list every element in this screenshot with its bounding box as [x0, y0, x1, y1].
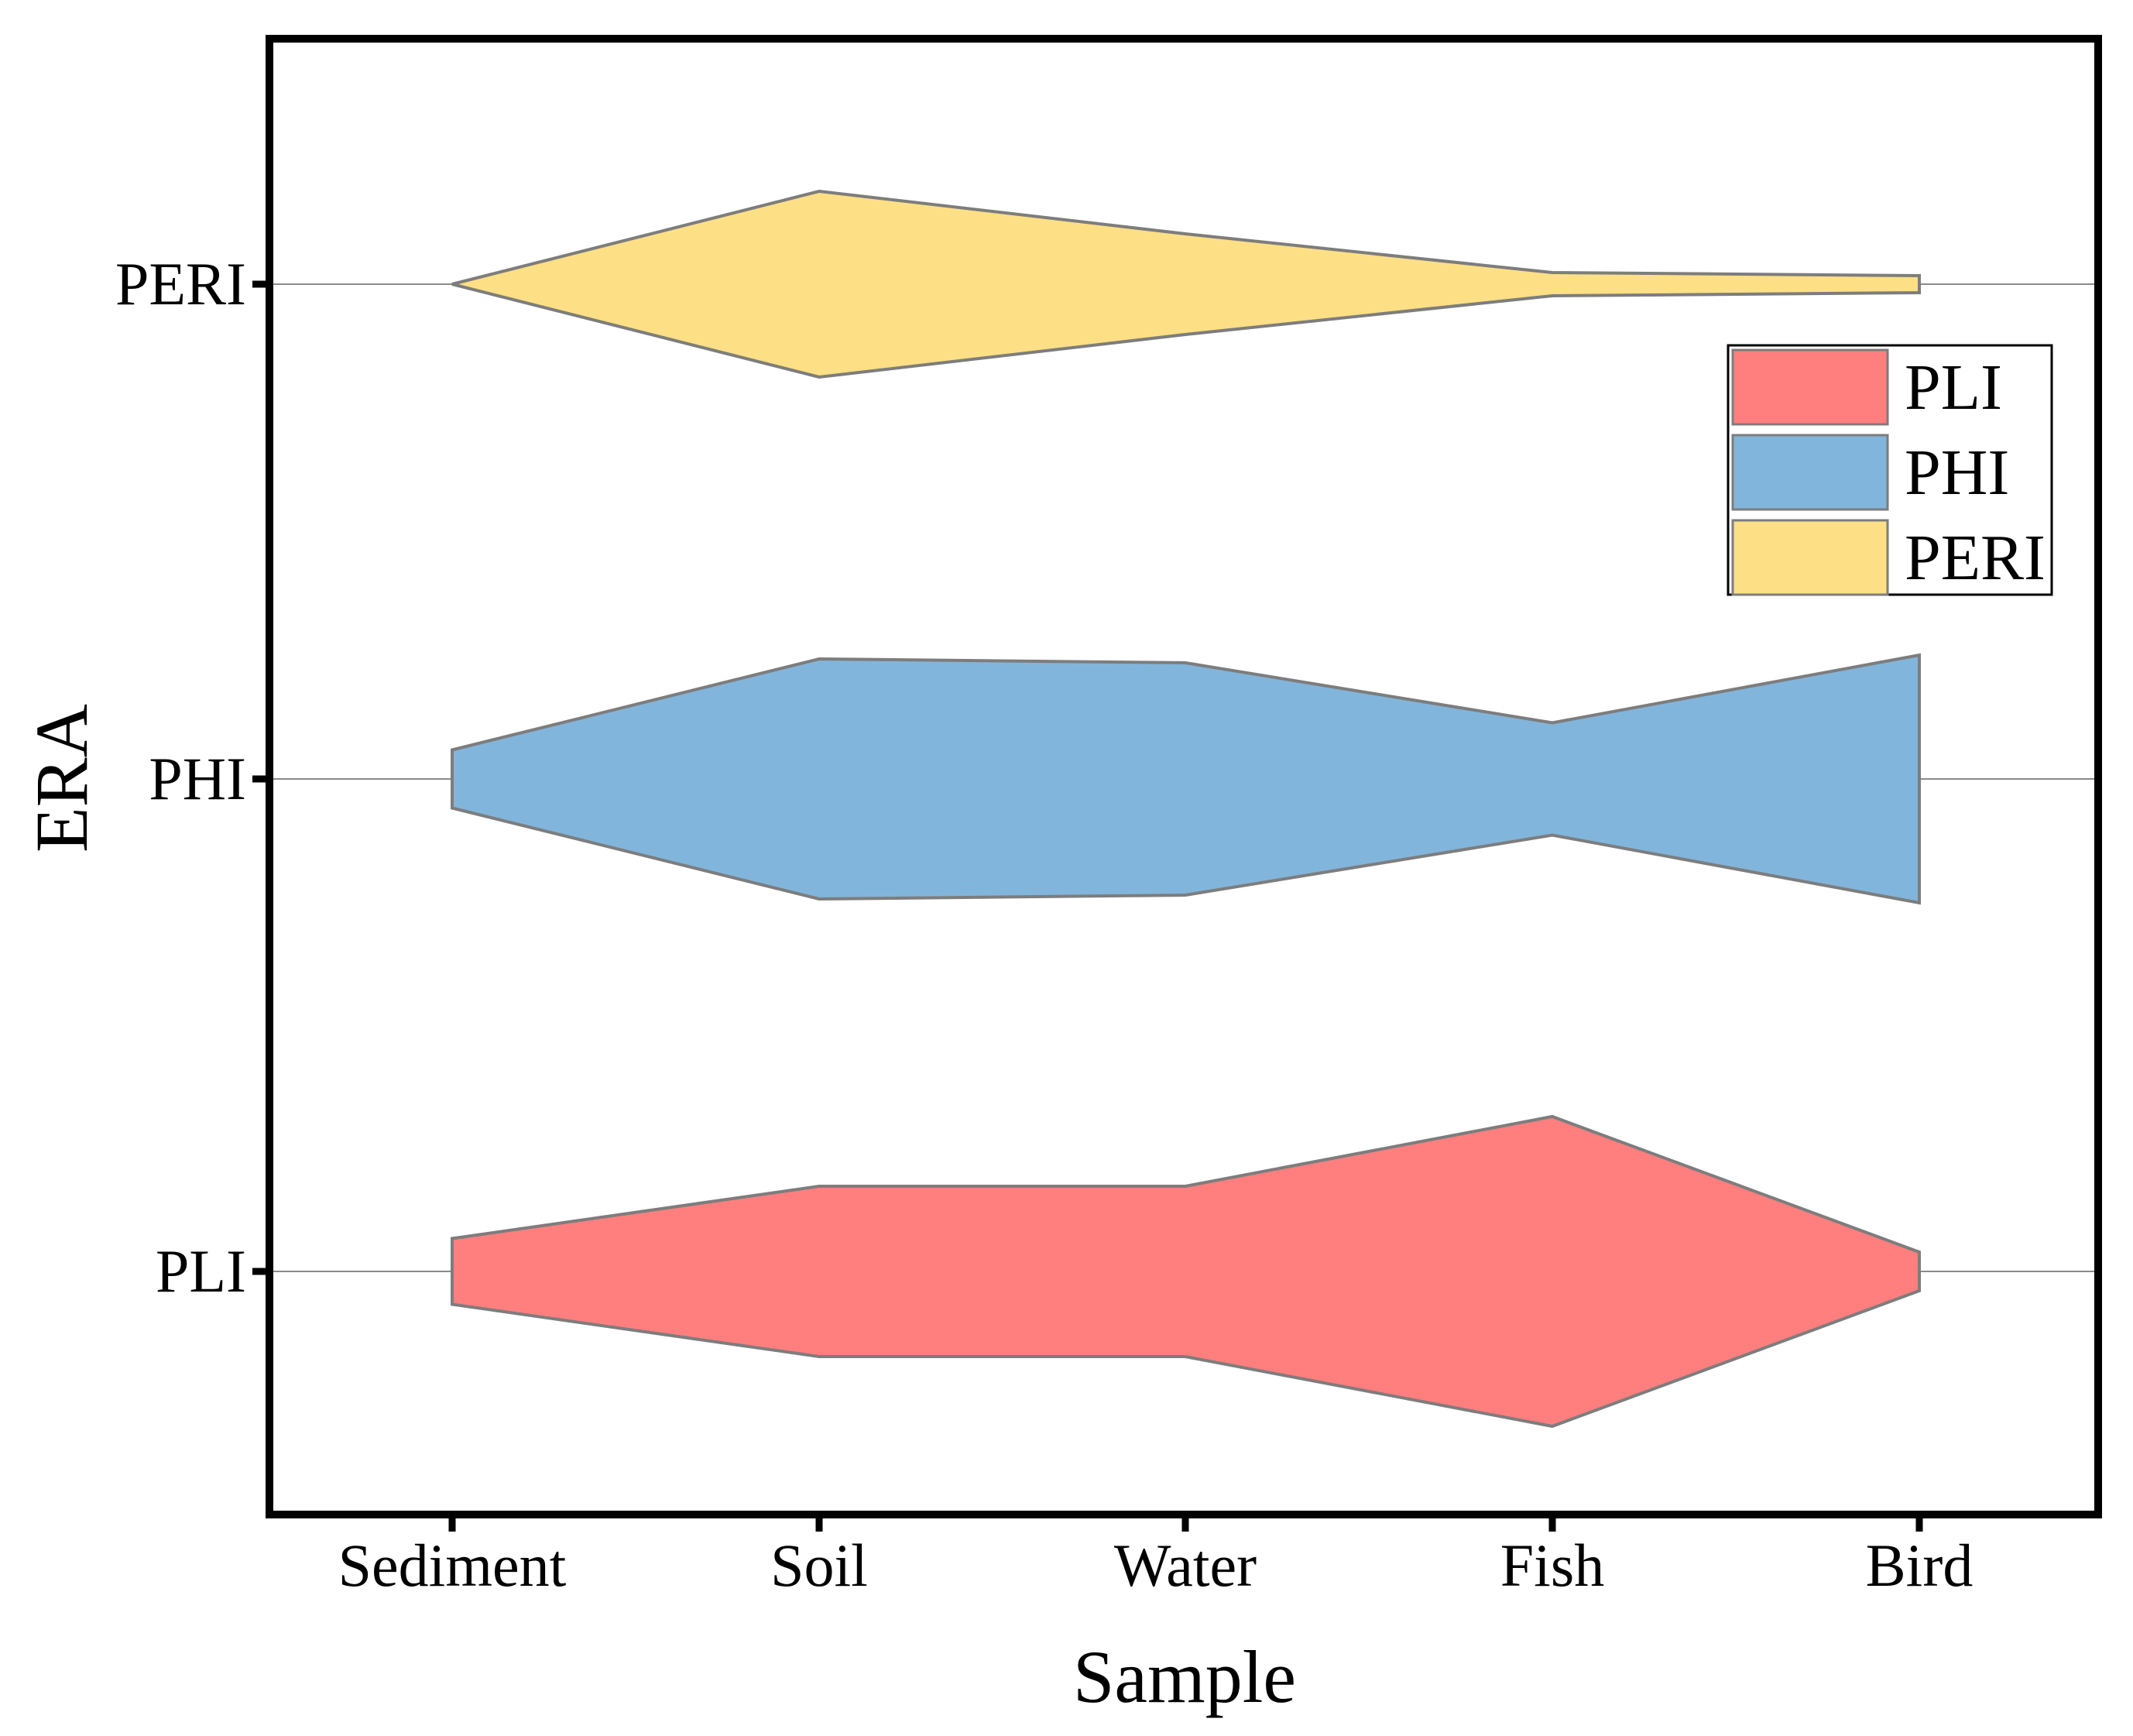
y-tick-label-phi: PHI: [149, 745, 246, 812]
y-axis-title: ERA: [20, 704, 103, 853]
y-tick-label-pli: PLI: [156, 1237, 246, 1305]
x-axis-ticks: Sediment Soil Water Fish Bird: [338, 1515, 1974, 1599]
legend-swatch-phi: [1731, 434, 1889, 511]
violin-shapes: [451, 189, 1921, 1429]
legend-swatch-peri: [1731, 519, 1889, 596]
y-axis-ticks: PLI PHI PERI: [115, 250, 269, 1305]
x-tick-label-soil: Soil: [770, 1532, 868, 1599]
legend-label-pli: PLI: [1905, 352, 2002, 424]
x-tick-label-bird: Bird: [1866, 1532, 1974, 1599]
shape-phi: [451, 653, 1921, 905]
x-tick-label-fish: Fish: [1500, 1532, 1604, 1599]
x-axis-title: Sample: [1073, 1635, 1296, 1718]
shape-pli: [451, 1114, 1921, 1429]
legend-label-peri: PERI: [1905, 522, 2046, 594]
legend: PLI PHI PERI: [1727, 344, 2053, 596]
shape-peri: [451, 189, 1921, 379]
x-tick-label-sediment: Sediment: [338, 1532, 567, 1599]
legend-swatch-pli: [1731, 348, 1889, 426]
y-tick-label-peri: PERI: [115, 250, 246, 317]
legend-label-phi: PHI: [1905, 437, 2009, 509]
x-tick-label-water: Water: [1114, 1532, 1257, 1599]
